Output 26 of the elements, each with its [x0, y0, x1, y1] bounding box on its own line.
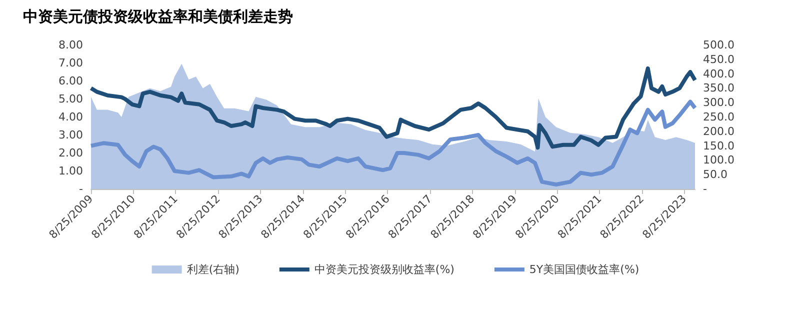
y2-tick-label: 300.0	[703, 96, 734, 110]
y2-tick-label: 450.0	[703, 52, 734, 66]
y2-tick-label: 100.0	[703, 154, 734, 167]
y2-tick-label: 250.0	[703, 110, 734, 124]
legend-label: 利差(右轴)	[186, 263, 240, 276]
y-tick-label: 5.00	[58, 92, 83, 106]
legend-label: 5Y美国国债收益率(%)	[529, 263, 640, 276]
y-tick-label: 1.00	[58, 164, 83, 178]
y-tick-label: 2.00	[58, 146, 83, 160]
y2-tick-label: 350.0	[703, 82, 734, 95]
y2-tick-label: 50.0	[703, 168, 728, 182]
y-tick-label: 4.00	[58, 110, 83, 124]
y-tick-label: 7.00	[58, 56, 83, 70]
legend-label: 中资美元投资级别收益率(%)	[314, 263, 454, 276]
line-series	[89, 66, 697, 150]
y2-tick-label: -	[703, 182, 707, 196]
y2-tick-label: 500.0	[703, 38, 734, 52]
y2-tick-label: 150.0	[703, 139, 734, 152]
y2-tick-label: 200.0	[703, 124, 734, 138]
y-tick-label: 8.00	[58, 38, 83, 52]
chart-title: 中资美元债投资级收益率和美债利差走势	[23, 8, 293, 26]
y2-tick-label: 400.0	[703, 67, 734, 80]
y-tick-label: -	[79, 182, 84, 196]
y-tick-label: 6.00	[58, 74, 83, 88]
line-series	[89, 100, 697, 186]
y-tick-label: 3.00	[58, 128, 83, 142]
